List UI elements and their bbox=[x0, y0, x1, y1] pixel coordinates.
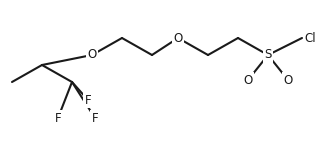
Text: S: S bbox=[264, 49, 272, 62]
Text: Cl: Cl bbox=[304, 31, 316, 44]
Text: O: O bbox=[243, 73, 253, 86]
Text: O: O bbox=[173, 31, 183, 44]
Text: F: F bbox=[85, 93, 91, 106]
Text: F: F bbox=[92, 112, 98, 124]
Text: F: F bbox=[55, 112, 61, 124]
Text: O: O bbox=[284, 73, 293, 86]
Text: O: O bbox=[87, 49, 97, 62]
